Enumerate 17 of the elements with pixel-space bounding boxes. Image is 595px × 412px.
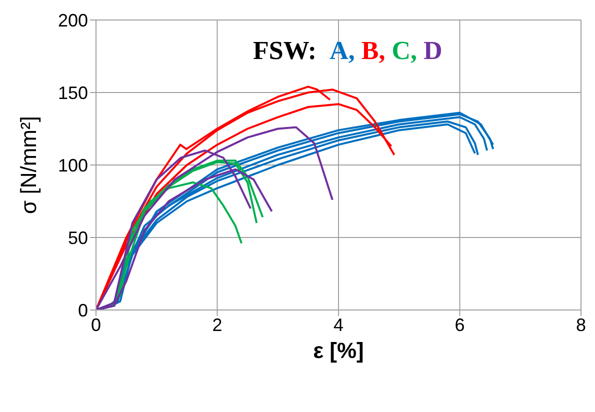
x-tick-label: 0 <box>90 314 102 335</box>
legend-title: FSW: <box>253 36 318 65</box>
text: C, <box>392 36 417 65</box>
y-tick-label: 0 <box>78 300 88 320</box>
text: D <box>423 36 442 65</box>
y-axis-title: σ [N/mm²] <box>16 116 41 214</box>
x-axis-title: ε [%] <box>313 338 364 363</box>
y-tick-label: 50 <box>68 228 88 248</box>
text: A, <box>330 36 355 65</box>
x-tick-label: 6 <box>454 314 465 335</box>
x-tick-label: 4 <box>333 314 344 335</box>
series-label: B, <box>361 36 386 65</box>
x-tick-label: 2 <box>212 314 222 335</box>
y-tick-label: 150 <box>58 82 88 103</box>
y-tick-label: 100 <box>58 155 88 176</box>
y-tick-label: 200 <box>58 10 88 30</box>
x-tick-label: 8 <box>576 314 586 335</box>
